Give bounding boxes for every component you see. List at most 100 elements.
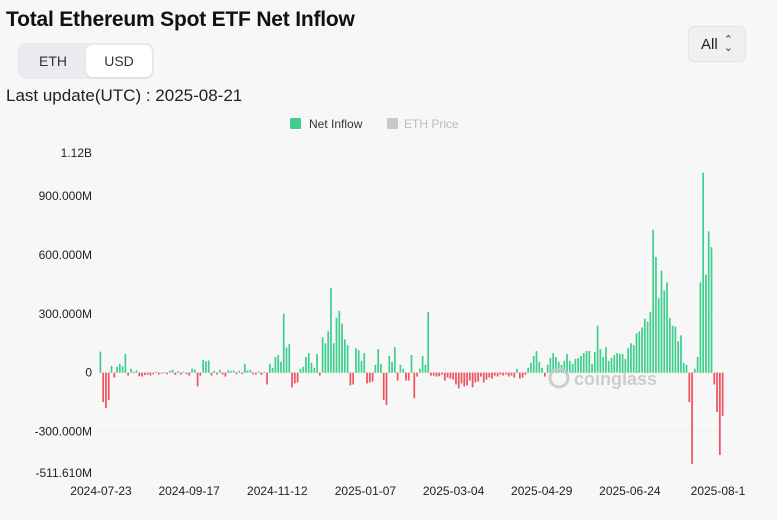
net-inflow-bar[interactable] (385, 372, 388, 406)
net-inflow-bar[interactable] (371, 372, 374, 382)
net-inflow-bar[interactable] (549, 357, 552, 373)
net-inflow-bar[interactable] (685, 364, 688, 373)
net-inflow-bar[interactable] (352, 372, 355, 385)
net-inflow-bar[interactable] (452, 372, 455, 380)
net-inflow-bar[interactable] (271, 367, 274, 373)
net-inflow-bar[interactable] (105, 372, 107, 408)
net-inflow-bar[interactable] (124, 354, 127, 373)
net-inflow-bar[interactable] (252, 372, 255, 375)
net-inflow-bar[interactable] (141, 372, 143, 377)
net-inflow-bar[interactable] (188, 372, 191, 376)
net-inflow-bar[interactable] (230, 370, 232, 373)
net-inflow-bar[interactable] (180, 372, 182, 375)
net-inflow-bar[interactable] (291, 372, 293, 388)
net-inflow-bar[interactable] (546, 364, 549, 373)
net-inflow-bar[interactable] (599, 349, 602, 373)
net-inflow-bar[interactable] (618, 354, 621, 373)
net-inflow-bar[interactable] (135, 370, 138, 373)
net-inflow-bar[interactable] (305, 356, 307, 373)
net-inflow-bar[interactable] (613, 355, 616, 373)
time-range-select[interactable]: All ⌃ ⌄ (688, 26, 746, 62)
net-inflow-bar[interactable] (166, 372, 168, 375)
net-inflow-bar[interactable] (710, 247, 713, 373)
net-inflow-bar[interactable] (705, 274, 707, 373)
net-inflow-bar[interactable] (538, 361, 541, 373)
net-inflow-bar[interactable] (610, 357, 613, 373)
net-inflow-bar[interactable] (238, 370, 241, 373)
net-inflow-bar[interactable] (310, 362, 313, 373)
net-inflow-bar[interactable] (241, 372, 243, 375)
net-inflow-bar[interactable] (399, 364, 402, 373)
net-inflow-bar[interactable] (432, 372, 435, 376)
net-inflow-bar[interactable] (655, 256, 657, 373)
net-inflow-bar[interactable] (116, 366, 118, 373)
net-inflow-bar[interactable] (410, 355, 413, 373)
net-inflow-bar[interactable] (205, 361, 207, 373)
net-inflow-bar[interactable] (380, 363, 382, 373)
net-inflow-bar[interactable] (632, 345, 635, 373)
net-inflow-bar[interactable] (499, 372, 502, 375)
net-inflow-bar[interactable] (455, 372, 457, 385)
net-inflow-bar[interactable] (118, 363, 121, 373)
net-inflow-bar[interactable] (571, 363, 574, 373)
net-inflow-bar[interactable] (182, 371, 185, 373)
net-inflow-bar[interactable] (368, 372, 371, 383)
net-inflow-bar[interactable] (518, 372, 521, 379)
net-inflow-bar[interactable] (210, 372, 213, 376)
net-inflow-bar[interactable] (541, 367, 543, 373)
net-inflow-bar[interactable] (274, 356, 277, 373)
net-inflow-bar[interactable] (493, 372, 496, 376)
net-inflow-bar[interactable] (99, 351, 102, 373)
net-inflow-bar[interactable] (216, 372, 218, 375)
net-inflow-bar[interactable] (335, 317, 338, 373)
net-inflow-bar[interactable] (249, 369, 252, 373)
net-inflow-bar[interactable] (163, 372, 166, 373)
net-inflow-bar[interactable] (263, 371, 266, 373)
net-inflow-bar[interactable] (360, 360, 363, 373)
net-inflow-bar[interactable] (663, 290, 666, 373)
net-inflow-bar[interactable] (127, 372, 130, 376)
net-inflow-bar[interactable] (707, 231, 710, 373)
net-inflow-bar[interactable] (396, 372, 399, 381)
net-inflow-bar[interactable] (155, 371, 157, 373)
net-inflow-bar[interactable] (474, 372, 477, 383)
net-inflow-bar[interactable] (624, 358, 627, 373)
net-inflow-bar[interactable] (196, 372, 199, 387)
net-inflow-bar[interactable] (338, 310, 341, 373)
net-inflow-bar[interactable] (674, 326, 677, 373)
net-inflow-bar[interactable] (524, 372, 527, 375)
net-inflow-bar[interactable] (555, 356, 557, 373)
net-inflow-bar[interactable] (438, 372, 441, 377)
net-inflow-bar[interactable] (588, 351, 591, 373)
eth-toggle-option[interactable]: ETH (39, 53, 67, 69)
net-inflow-bar[interactable] (646, 321, 649, 373)
net-inflow-bar[interactable] (316, 354, 318, 373)
net-inflow-bar[interactable] (527, 367, 530, 373)
net-inflow-bar[interactable] (505, 372, 507, 375)
net-inflow-bar[interactable] (696, 356, 699, 373)
net-inflow-bar[interactable] (327, 331, 330, 373)
net-inflow-bar[interactable] (563, 360, 566, 373)
net-inflow-bar[interactable] (591, 363, 593, 373)
net-inflow-bar[interactable] (221, 372, 224, 375)
net-inflow-bar[interactable] (413, 372, 416, 399)
net-inflow-bar[interactable] (110, 365, 113, 373)
net-inflow-bar[interactable] (430, 372, 432, 376)
net-inflow-bar[interactable] (513, 372, 516, 378)
net-inflow-bar[interactable] (688, 372, 691, 403)
net-inflow-bar[interactable] (466, 372, 468, 386)
net-inflow-bar[interactable] (699, 282, 702, 373)
net-inflow-bar[interactable] (480, 372, 482, 377)
net-inflow-bar[interactable] (268, 363, 271, 373)
net-inflow-bar[interactable] (377, 349, 380, 373)
net-inflow-bar[interactable] (285, 347, 288, 373)
net-inflow-bar[interactable] (121, 366, 124, 373)
net-inflow-bar[interactable] (502, 372, 505, 376)
net-inflow-bar[interactable] (507, 372, 510, 377)
net-inflow-bar[interactable] (341, 323, 343, 373)
net-inflow-bar[interactable] (146, 372, 149, 375)
net-inflow-bar[interactable] (582, 353, 585, 373)
net-inflow-bar[interactable] (149, 372, 152, 376)
net-inflow-bar[interactable] (235, 372, 238, 375)
net-inflow-bar[interactable] (568, 360, 571, 373)
